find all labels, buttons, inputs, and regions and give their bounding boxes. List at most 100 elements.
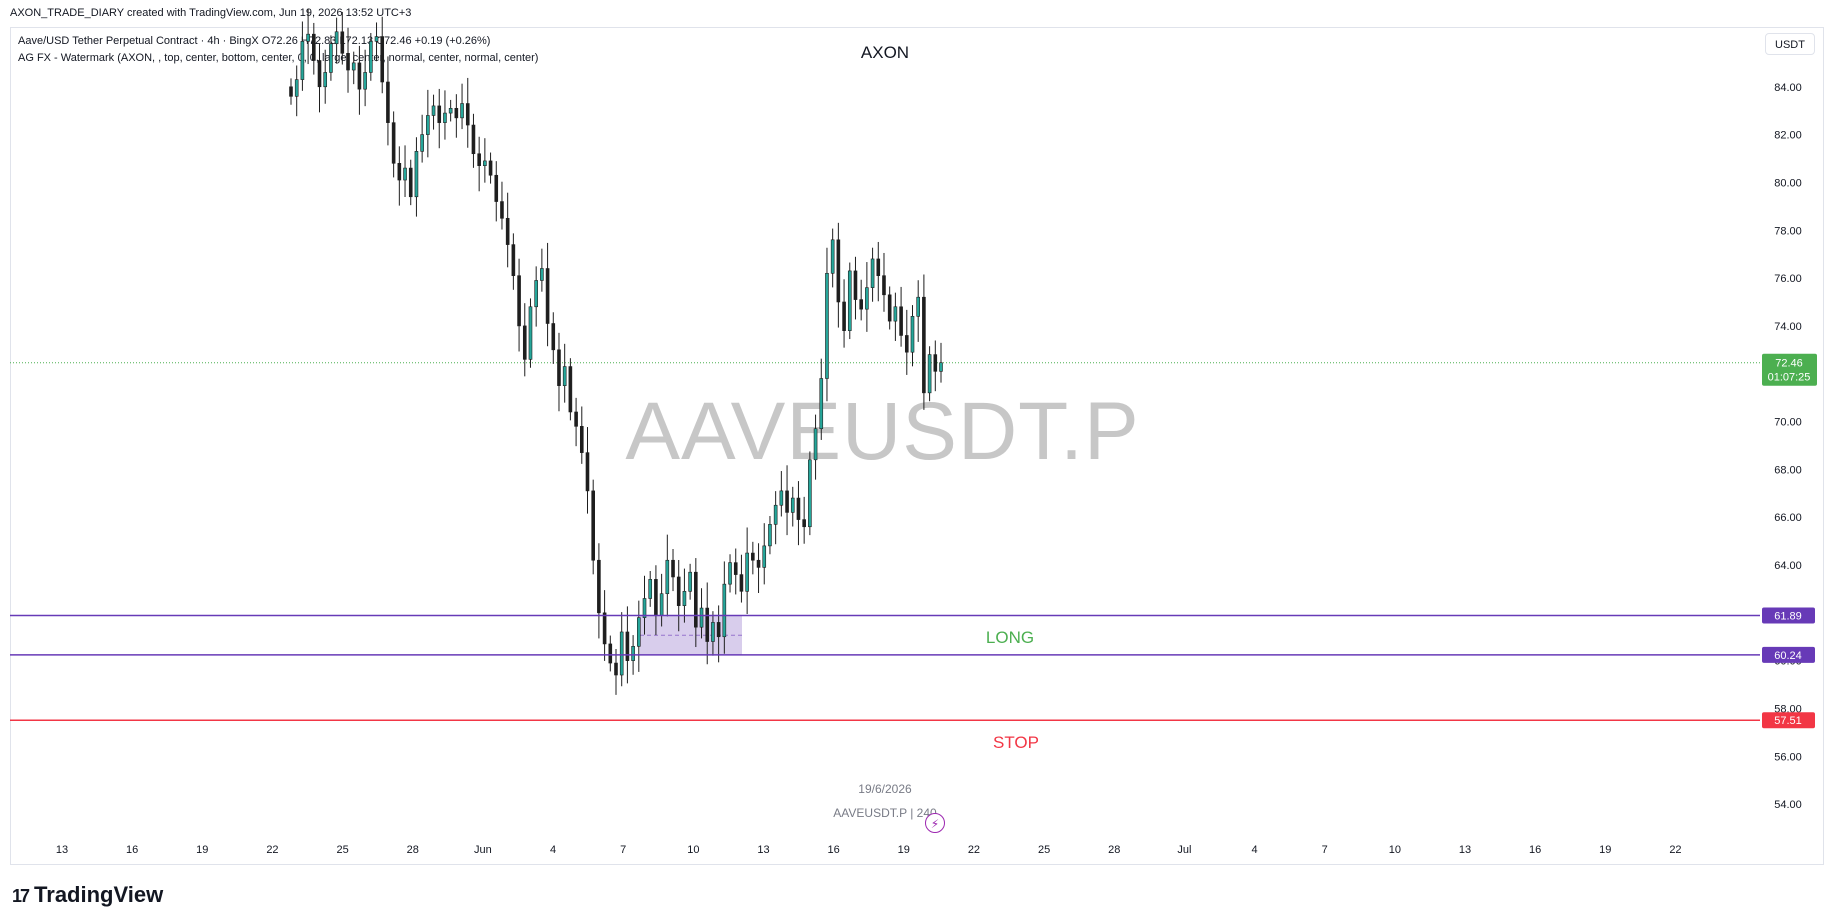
candle-body — [300, 41, 305, 80]
candle-body — [642, 598, 647, 618]
candle-body — [711, 622, 715, 642]
candle-body — [306, 33, 310, 42]
candle-body — [511, 244, 516, 276]
tradingview-mark-icon: 17 — [12, 886, 30, 906]
y-axis-tick-label: 56.00 — [1774, 751, 1802, 763]
candle-body — [933, 354, 938, 372]
candle-body — [597, 559, 601, 614]
candle-body — [916, 296, 920, 317]
candle-body — [420, 134, 424, 152]
x-axis-tick-label: 7 — [620, 844, 626, 856]
candle-body — [500, 201, 504, 219]
candle-body — [534, 280, 538, 308]
candle-body — [796, 497, 801, 520]
candle-body — [317, 60, 322, 88]
candle-body — [551, 323, 556, 351]
candle-body — [448, 108, 453, 114]
candle-body — [922, 296, 926, 394]
x-axis-tick-label: Jul — [1177, 844, 1191, 856]
candle-body — [631, 646, 635, 661]
y-axis-tick-label: 70.00 — [1774, 417, 1802, 429]
candle-body — [494, 174, 499, 202]
candle-body — [329, 43, 333, 73]
candle-body — [745, 552, 749, 592]
candle-body — [808, 459, 812, 528]
x-axis-tick-label: 28 — [407, 844, 419, 856]
x-axis-tick-label: 10 — [1389, 844, 1401, 856]
candle-body — [768, 524, 772, 547]
lightning-icon[interactable]: ⚡ — [925, 813, 945, 833]
candle-body — [654, 579, 658, 616]
tradingview-logo[interactable]: 17 TradingView — [12, 882, 163, 908]
candle-body — [688, 571, 692, 592]
candle-body — [340, 31, 345, 54]
x-axis-tick-label: 22 — [266, 844, 278, 856]
candle-body — [722, 583, 727, 638]
y-axis-tick-label: 66.00 — [1774, 512, 1802, 524]
candle-body — [899, 306, 903, 336]
tradingview-wordmark: TradingView — [34, 882, 164, 907]
x-axis-tick-label: 4 — [550, 844, 556, 856]
candle-body — [454, 108, 459, 119]
candle-body — [825, 272, 829, 379]
y-axis-tick-label: 76.00 — [1774, 273, 1802, 285]
candle-body — [477, 153, 481, 166]
candle-body — [408, 167, 413, 198]
candle-body — [545, 268, 550, 324]
indicator-legend[interactable]: AG FX - Watermark (AXON, , top, center, … — [18, 52, 539, 64]
x-axis-tick-label: 10 — [687, 844, 699, 856]
candle-body — [904, 335, 909, 353]
candle-body — [505, 217, 510, 245]
candle-body — [870, 258, 875, 288]
candle-body — [847, 270, 852, 331]
candle-body — [751, 552, 755, 561]
x-axis-tick-label: Jun — [474, 844, 492, 856]
candle-body — [842, 301, 846, 331]
level-price-tag — [1762, 607, 1815, 624]
stop-label: STOP — [993, 733, 1039, 752]
currency-selector[interactable]: USDT — [1765, 33, 1815, 55]
candle-body — [414, 151, 419, 198]
candle-body — [608, 643, 613, 664]
candle-body — [528, 306, 533, 360]
candle-body — [733, 562, 738, 575]
x-axis-tick-label: 22 — [968, 844, 980, 856]
x-axis-tick-label: 13 — [56, 844, 68, 856]
candle-body — [882, 275, 886, 296]
candle-body — [403, 167, 407, 181]
candle-body — [380, 36, 385, 83]
candle-body — [614, 662, 618, 676]
candle-body — [762, 545, 767, 568]
current-price-tag — [1762, 353, 1817, 386]
candle-body — [369, 41, 373, 73]
candle-body — [557, 349, 561, 386]
candle-body — [853, 270, 858, 300]
x-axis-tick-label: 25 — [336, 844, 348, 856]
candle-body — [294, 79, 299, 97]
candle-body — [728, 562, 732, 585]
candle-body — [939, 362, 943, 372]
candle-body — [522, 325, 527, 360]
candle-body — [676, 576, 681, 606]
candle-body — [391, 122, 396, 164]
candle-body — [893, 306, 898, 322]
x-axis-tick-label: 13 — [1459, 844, 1471, 856]
candle-body — [363, 72, 367, 90]
candle-body — [346, 53, 350, 71]
candle-body — [397, 162, 402, 181]
candle-body — [699, 607, 704, 628]
chart-header-title: AXON_TRADE_DIARY created with TradingVie… — [10, 7, 412, 19]
candle-body — [682, 591, 687, 606]
candle-body — [705, 607, 710, 642]
candle-body — [773, 504, 778, 525]
candle-body — [483, 160, 487, 166]
candle-body — [819, 378, 824, 430]
x-axis-tick-label: 16 — [126, 844, 138, 856]
x-axis-tick-label: 28 — [1108, 844, 1120, 856]
candle-body — [619, 631, 624, 676]
candle-body — [437, 105, 442, 123]
watermark-date: 19/6/2026 — [858, 782, 912, 796]
candle-body — [671, 559, 675, 578]
candle-body — [465, 103, 470, 126]
